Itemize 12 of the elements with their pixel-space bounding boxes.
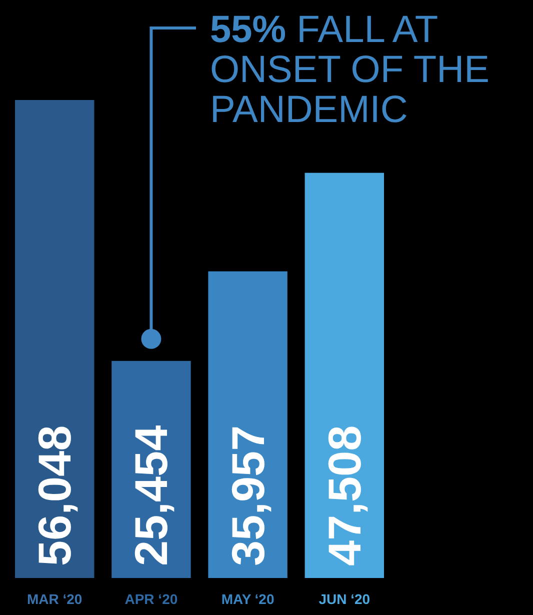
bar (15, 100, 94, 578)
annotation: 55% FALL AT ONSET OF THE PANDEMIC (210, 9, 500, 131)
data-label: 47,508 (318, 425, 370, 566)
data-label: 35,957 (222, 425, 274, 566)
bar (304, 172, 384, 578)
data-label: 56,048 (28, 425, 81, 566)
x-tick-label: MAR ‘20 (26, 591, 82, 607)
x-tick-label: JUN ‘20 (318, 591, 370, 607)
x-tick-label: MAY ‘20 (221, 591, 274, 607)
data-label: 25,454 (125, 424, 178, 566)
x-tick-label: APR ‘20 (124, 591, 178, 607)
bar (208, 271, 288, 578)
